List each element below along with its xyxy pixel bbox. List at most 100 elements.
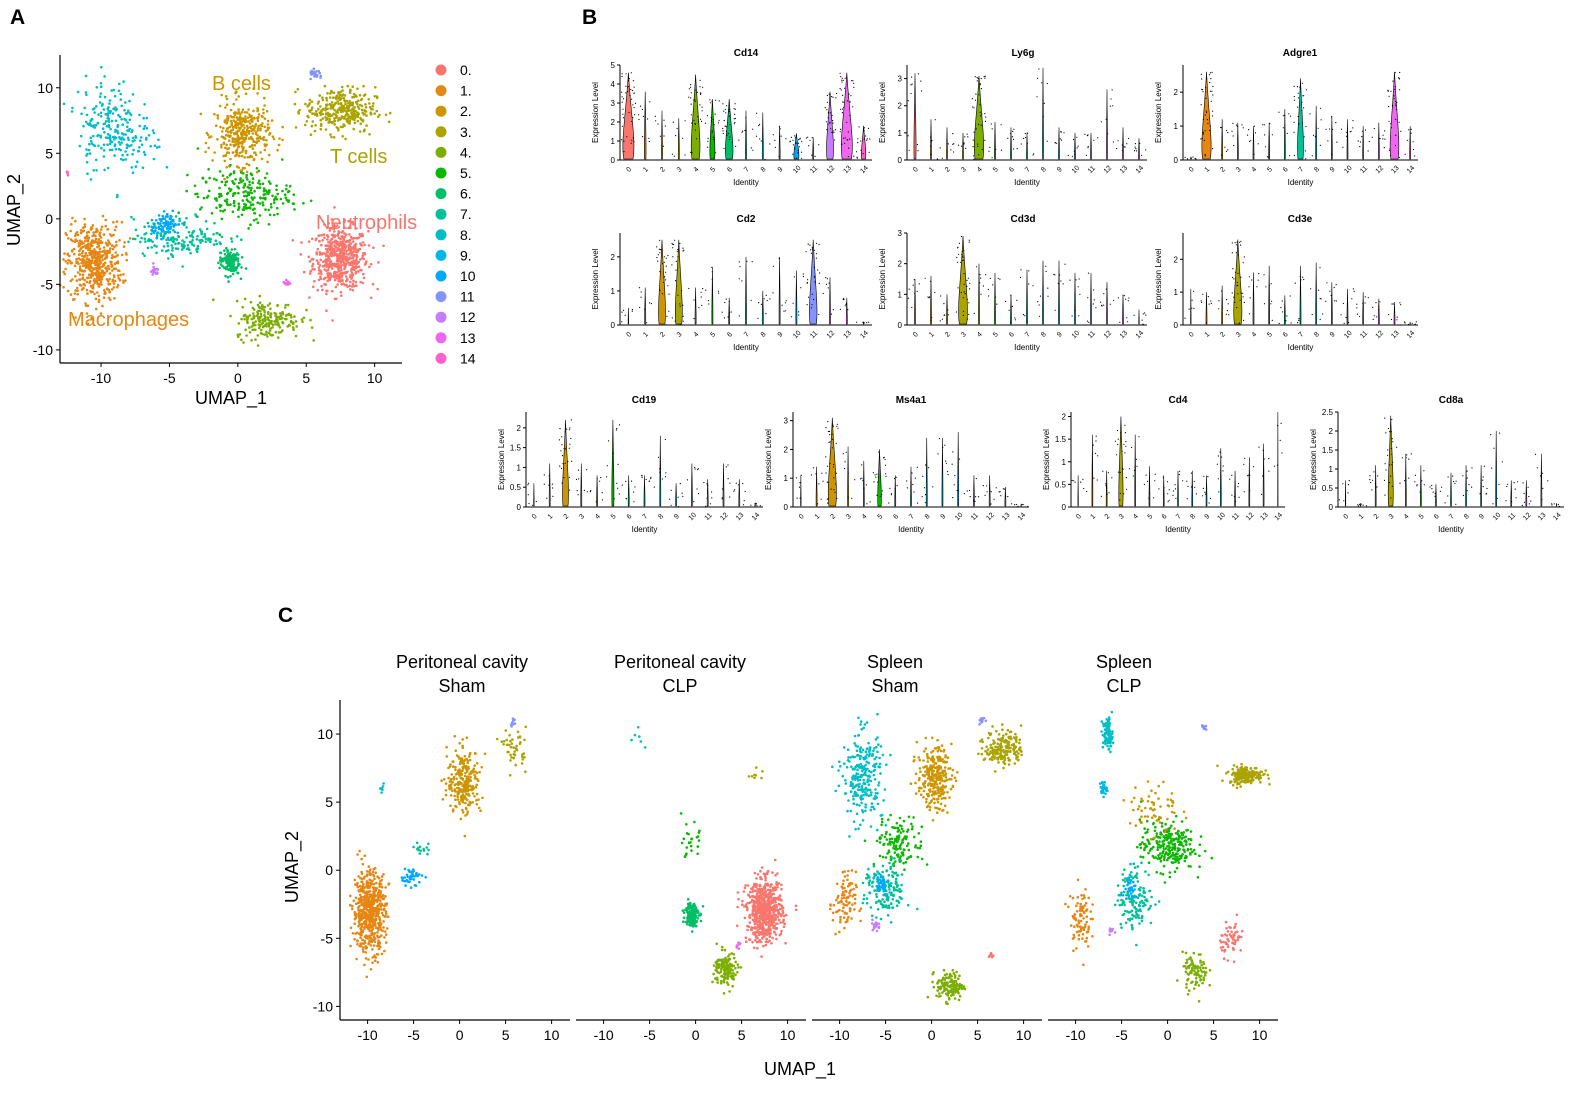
panel-a-point [109,127,112,131]
violin-jitter-dot [985,274,987,276]
violin-jitter-dot [841,143,843,145]
panel-a-point [108,277,111,281]
violin-jitter-dot [1345,131,1347,133]
panel-a-point [254,320,257,323]
panel-a-point [324,263,327,267]
panel-a-point [285,187,288,191]
panel-a-point [233,248,237,251]
violin-jitter-dot [725,298,727,300]
panel-a-point [329,260,333,263]
panel-a-point [230,237,233,240]
panel-a-point [249,145,252,148]
violin-jitter-dot [1317,127,1319,129]
violin-jitter-dot [575,478,578,480]
panel-a-point [237,202,241,205]
panel-a-umap: UMAP_1 UMAP_2 0.1.2.3.4.5.6.7.8.9.101112… [4,55,476,409]
violin-jitter-dot [834,491,836,493]
panel-a-point [240,121,243,124]
violin-jitter-dot [1264,134,1266,136]
violin-jitter-dot [738,315,740,317]
violin-jitter-dot [834,129,837,131]
violin-jitter-dot [1071,315,1073,317]
panel-a-point [261,182,265,186]
panel-a-point [357,270,360,273]
violin-jitter-dot [798,311,800,313]
violin-jitter-dot [968,489,971,492]
violin-jitter-dot [1145,149,1147,151]
panel-a-point [101,275,104,278]
violin-jitter-dot [1293,121,1295,123]
violin-jitter-dot [1119,499,1121,501]
violin-jitter-dot [1235,244,1237,246]
violin-jitter-dot [1370,481,1372,484]
panel-a-point [116,131,120,135]
violin-jitter-dot [1303,95,1305,97]
panel-a-point [199,112,203,116]
violin-jitter-dot [1134,466,1136,469]
violin-jitter-dot [1290,322,1292,324]
violin-jitter-dot [713,124,715,126]
violin-jitter-dot [1046,82,1048,85]
violin-jitter-dot [1022,314,1025,316]
violin-jitter-dot [1401,457,1403,459]
violin-jitter-dot [1074,481,1076,483]
panel-a-point [258,186,262,189]
violin-jitter-dot [878,451,880,453]
panel-a-point [168,217,172,221]
violin-jitter-dot [836,497,838,499]
violin-jitter-dot [1249,297,1251,299]
violin-jitter-dot [618,493,620,495]
panel-a-point [348,99,352,103]
violin-jitter-dot [1242,292,1244,294]
violin-jitter-dot [1396,101,1398,104]
panel-a-point [285,317,288,321]
violin-jitter-dot [1014,504,1016,506]
violin-jitter-dot [991,128,993,130]
violin-jitter-dot [1063,132,1065,134]
violin-jitter-dot [1010,322,1012,324]
violin-y-tick-label: 1 [1062,458,1067,467]
panel-a-point [223,252,227,256]
violin-Ms4a1-cluster-7 [910,466,912,507]
violin-title: Cd2 [737,214,756,225]
violin-jitter-dot [841,79,843,81]
violin-jitter-dot [1011,136,1014,138]
panel-a-point [95,105,98,108]
violin-jitter-dot [980,88,983,90]
violin-jitter-dot [576,490,578,492]
violin-jitter-dot [702,288,704,290]
panel-a-point [244,115,247,118]
panel-a-point [308,98,312,102]
violin-jitter-dot [586,469,588,471]
violin-jitter-dot [1168,489,1170,491]
violin-jitter-dot [1408,129,1410,131]
panel-a-point [360,268,363,272]
panel-a-point [310,124,314,128]
violin-jitter-dot [633,86,635,88]
panel-a-point [334,285,338,289]
panel-a-point [189,251,192,255]
violin-jitter-dot [820,498,822,500]
panel-a-point [216,117,220,120]
panel-a-point [259,151,262,154]
panel-a-point [377,261,380,264]
panel-a-point [231,210,235,213]
violin-jitter-dot [759,505,761,507]
panel-a-point [165,227,169,230]
panel-a-point [308,296,311,299]
violin-jitter-dot [1373,471,1375,473]
panel-a-x-tick-label: 0 [234,370,242,386]
panel-a-point [124,158,127,161]
panel-a-point [327,256,330,260]
panel-a-point [221,174,225,177]
violin-jitter-dot [1076,136,1078,138]
panel-a-point [360,244,364,247]
violin-jitter-dot [1263,274,1265,276]
panel-a-point [140,136,143,139]
violin-jitter-dot [830,488,832,490]
violin-jitter-dot [990,491,992,493]
panel-a-point [144,138,148,141]
violin-jitter-dot [1325,300,1327,302]
violin-jitter-dot [729,482,731,484]
panel-a-point [80,240,84,243]
